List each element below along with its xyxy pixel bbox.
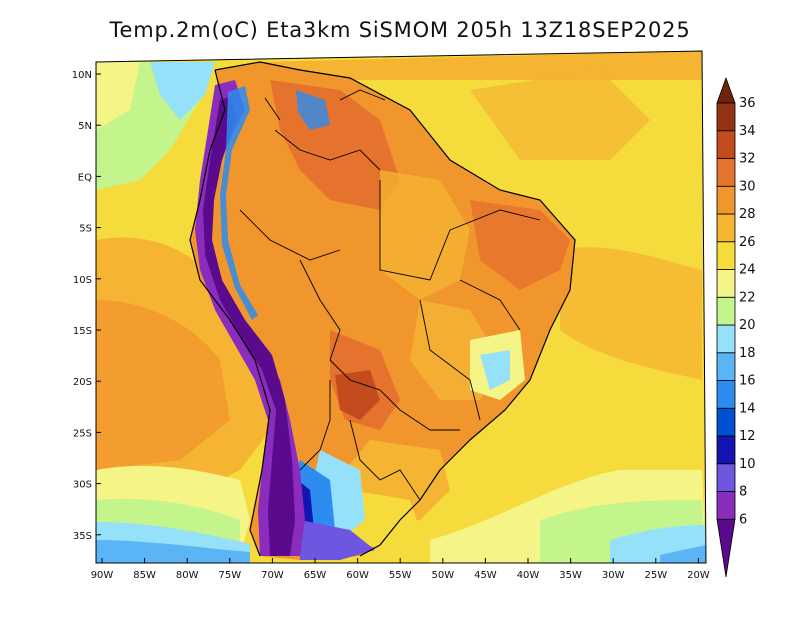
colorbar-swatch bbox=[716, 352, 736, 381]
colorbar-arrow-max bbox=[716, 76, 736, 104]
lon-label: 35W bbox=[559, 570, 582, 581]
colorbar-swatch bbox=[716, 380, 736, 409]
colorbar-label: 32 bbox=[739, 152, 756, 167]
lat-label: 10S bbox=[73, 275, 92, 286]
lon-label: 40W bbox=[517, 570, 540, 581]
colorbar-swatch bbox=[716, 241, 736, 270]
colorbar-swatch bbox=[716, 102, 736, 132]
colorbar-label: 12 bbox=[739, 429, 756, 444]
lon-label: 65W bbox=[304, 570, 327, 581]
colorbar: 6 8 10 12 14 16 18 20 22 24 26 28 30 32 34 36 bbox=[716, 76, 756, 578]
colorbar-swatch bbox=[716, 269, 736, 298]
colorbar-label: 18 bbox=[739, 346, 756, 361]
colorbar-swatch bbox=[716, 491, 736, 520]
lon-label: 50W bbox=[431, 570, 454, 581]
lon-label: 90W bbox=[91, 570, 114, 581]
lon-label: 70W bbox=[261, 570, 284, 581]
lon-label: 60W bbox=[346, 570, 369, 581]
lat-label: 30S bbox=[73, 480, 92, 491]
colorbar-label: 34 bbox=[739, 124, 756, 139]
longitude-axis: 90W 85W 80W 75W 70W 65W 60W 55W 50W 45W 40W 35W 30W 2… bbox=[91, 558, 710, 581]
colorbar-label: 6 bbox=[739, 512, 747, 527]
lon-label: 30W bbox=[602, 570, 625, 581]
colorbar-label: 28 bbox=[739, 207, 756, 222]
lon-label: 20W bbox=[687, 570, 710, 581]
lat-label: 10N bbox=[72, 70, 92, 81]
colorbar-label: 26 bbox=[739, 235, 756, 250]
colorbar-swatch bbox=[716, 185, 736, 215]
map-title: Temp.2m(oC) Eta3km SiSMOM 205h 13Z18SEP2… bbox=[109, 18, 691, 42]
lat-label: 20S bbox=[73, 377, 92, 388]
lat-label: EQ bbox=[78, 172, 92, 183]
colorbar-swatch bbox=[716, 213, 736, 243]
lon-label: 55W bbox=[389, 570, 412, 581]
colorbar-label: 20 bbox=[739, 318, 756, 333]
colorbar-swatch bbox=[716, 463, 736, 492]
colorbar-swatch bbox=[716, 407, 736, 437]
lat-label: 5N bbox=[78, 121, 92, 132]
lon-label: 25W bbox=[644, 570, 667, 581]
latitude-axis: 10N 5N EQ 5S 10S 15S 20S 25S 30S 35S bbox=[72, 70, 101, 542]
lat-label: 15S bbox=[73, 326, 92, 337]
colorbar-label: 10 bbox=[739, 457, 756, 472]
lon-label: 75W bbox=[218, 570, 241, 581]
lat-label: 35S bbox=[73, 531, 92, 542]
lon-label: 85W bbox=[133, 570, 156, 581]
colorbar-arrow-min bbox=[716, 518, 736, 578]
colorbar-swatch bbox=[716, 324, 736, 354]
lat-label: 5S bbox=[79, 224, 92, 235]
colorbar-swatch bbox=[716, 158, 736, 187]
colorbar-label: 22 bbox=[739, 290, 756, 305]
colorbar-label: 30 bbox=[739, 179, 756, 194]
colorbar-swatch bbox=[716, 435, 736, 465]
colorbar-swatch bbox=[716, 130, 736, 159]
colorbar-swatch bbox=[716, 296, 736, 326]
colorbar-label: 8 bbox=[739, 485, 747, 500]
colorbar-label: 24 bbox=[739, 263, 756, 278]
lon-label: 45W bbox=[474, 570, 497, 581]
lat-label: 25S bbox=[73, 428, 92, 439]
country-borders bbox=[189, 61, 576, 557]
colorbar-label: 16 bbox=[739, 374, 756, 389]
colorbar-label: 36 bbox=[739, 96, 756, 111]
colorbar-label: 14 bbox=[739, 401, 756, 416]
temperature-field bbox=[96, 51, 706, 563]
lon-label: 80W bbox=[176, 570, 199, 581]
